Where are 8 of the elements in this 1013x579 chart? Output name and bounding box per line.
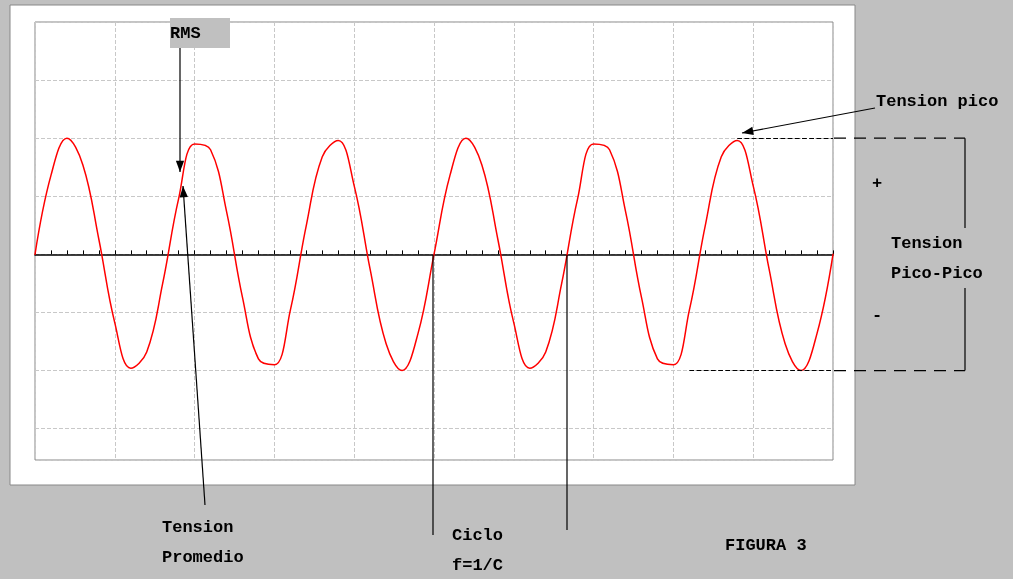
text: Ciclo f=1/C xyxy=(452,525,514,575)
text: Tension Pico-Pico xyxy=(891,233,983,283)
text: RMS xyxy=(170,23,201,43)
text: - xyxy=(872,305,883,325)
text: FIGURA 3 xyxy=(725,535,807,555)
text: Tension pico xyxy=(876,91,999,111)
text: + xyxy=(872,173,883,193)
text: Tension Promedio xyxy=(162,517,244,567)
